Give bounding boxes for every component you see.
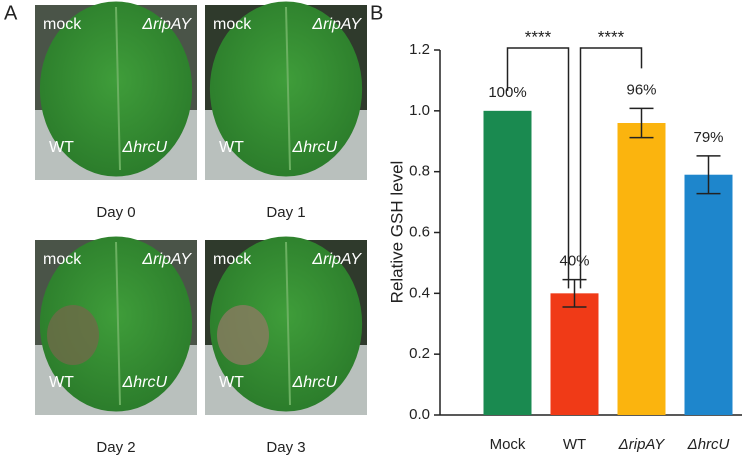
- x-tick-label: ΔhrcU: [687, 436, 730, 453]
- value-label: 100%: [488, 84, 526, 101]
- leaf-vein: [285, 6, 291, 171]
- significance-bracket: [579, 47, 643, 289]
- value-label: 79%: [693, 129, 723, 146]
- photo-label: ΔripAY: [311, 16, 362, 33]
- photo-label: ΔripAY: [141, 251, 192, 268]
- photo-label: mock: [43, 251, 82, 268]
- photo-caption: Day 3: [266, 439, 305, 456]
- leaf: [209, 236, 363, 412]
- photo-label: mock: [213, 16, 252, 33]
- leaf: [209, 1, 363, 177]
- photo-label: ΔhrcU: [121, 374, 167, 391]
- photo-caption: Day 1: [266, 204, 305, 221]
- y-tick-label: 1.2: [409, 41, 430, 58]
- significance-label: ****: [598, 27, 625, 46]
- y-tick-label: 0.6: [409, 223, 430, 240]
- photo-label: mock: [213, 251, 252, 268]
- photo-caption: Day 2: [96, 439, 135, 456]
- significance-bracket: [506, 47, 570, 289]
- leaf-vein: [115, 6, 121, 171]
- bar: [617, 123, 666, 415]
- panel-label: A: [4, 2, 18, 24]
- photo-label: ΔhrcU: [291, 374, 337, 391]
- value-label: 40%: [559, 253, 589, 270]
- bar: [684, 174, 733, 415]
- photo-label: WT: [49, 374, 74, 391]
- photo-label: WT: [219, 374, 244, 391]
- y-tick-label: 1.0: [409, 102, 430, 119]
- lesion: [217, 305, 269, 365]
- photo-label: mock: [43, 16, 82, 33]
- photo-label: ΔhrcU: [291, 139, 337, 156]
- x-tick-label: Mock: [490, 436, 526, 453]
- y-tick-label: 0.4: [409, 284, 430, 301]
- leaf: [39, 1, 193, 177]
- y-tick-label: 0.0: [409, 406, 430, 423]
- bar: [483, 110, 532, 415]
- leaf-vein: [285, 241, 291, 406]
- photo-label: WT: [49, 139, 74, 156]
- photo-label: ΔhrcU: [121, 139, 167, 156]
- panel-label: B: [370, 2, 383, 24]
- x-tick-label: ΔripAY: [618, 436, 666, 453]
- significance-label: ****: [525, 27, 552, 46]
- value-label: 96%: [626, 81, 656, 98]
- y-axis-label: Relative GSH level: [387, 161, 406, 304]
- leaf-vein: [115, 241, 121, 406]
- y-tick-label: 0.8: [409, 163, 430, 180]
- leaf: [39, 236, 193, 412]
- lesion: [47, 305, 99, 365]
- bar: [550, 293, 599, 415]
- photo-label: ΔripAY: [141, 16, 192, 33]
- y-tick-label: 0.2: [409, 345, 430, 362]
- photo-label: WT: [219, 139, 244, 156]
- photo-caption: Day 0: [96, 204, 135, 221]
- x-tick-label: WT: [563, 436, 586, 453]
- photo-label: ΔripAY: [311, 251, 362, 268]
